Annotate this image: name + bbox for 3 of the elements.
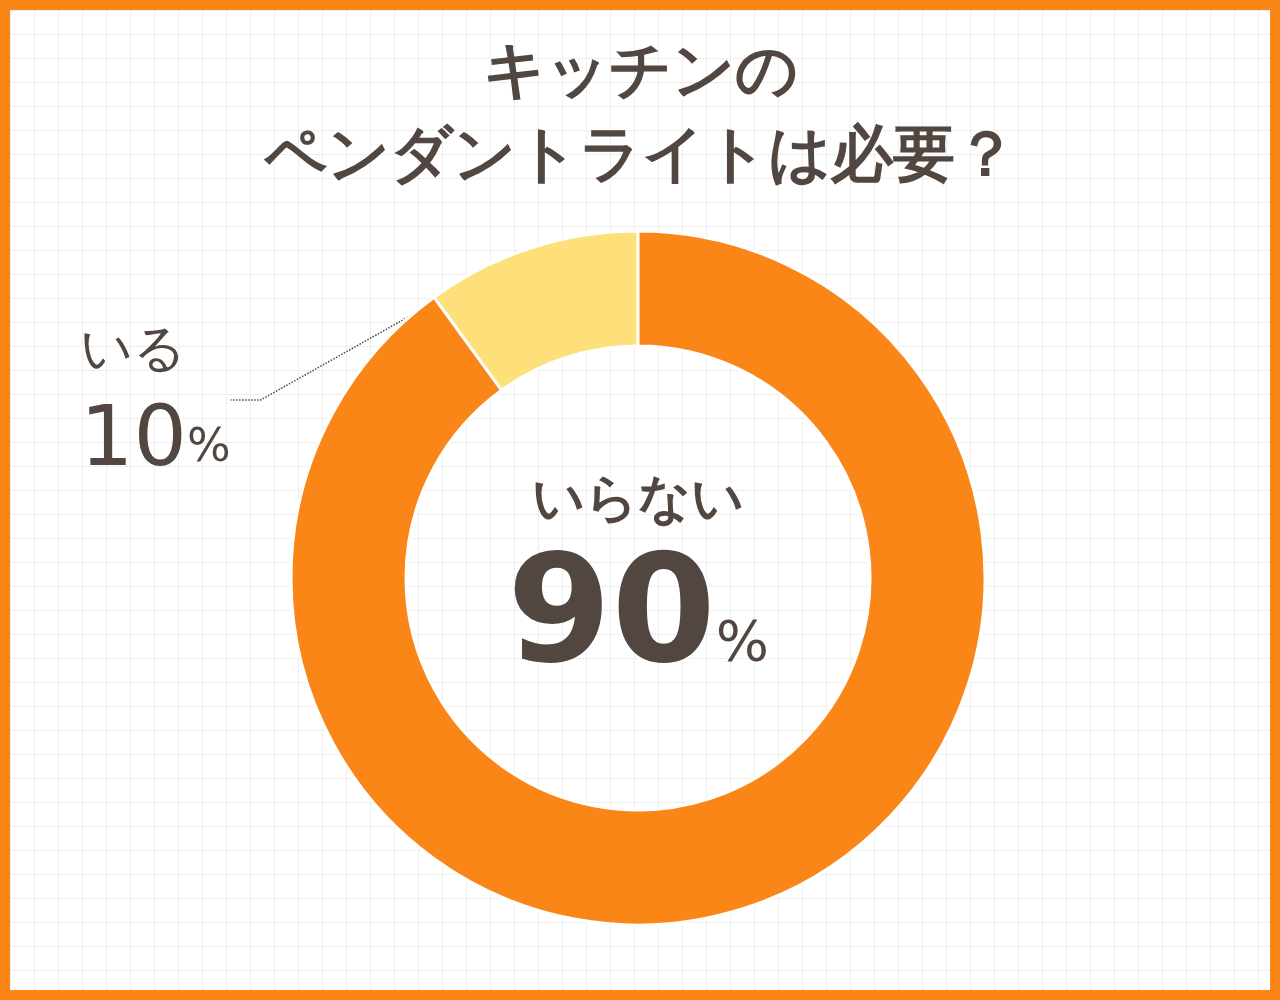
chart-title: キッチンのペンダントライトは必要？	[262, 32, 1017, 190]
slice-label: いる	[80, 318, 186, 378]
data-label: 10%	[80, 387, 231, 485]
